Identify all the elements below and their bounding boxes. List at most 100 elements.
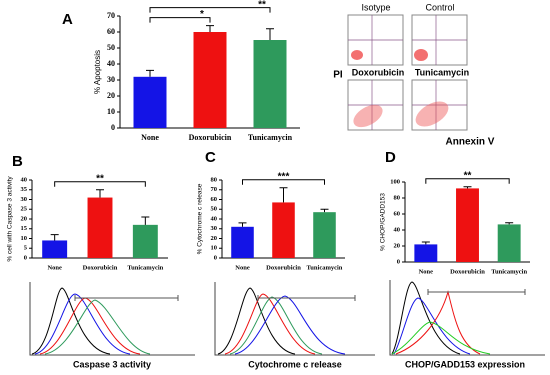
error-bar (146, 69, 154, 77)
x-tick-label: Doxorubicin (266, 264, 301, 271)
y-axis-label: % CHOP/GADD153 (380, 193, 387, 251)
significance-label: *** (278, 171, 290, 182)
bar (253, 40, 287, 128)
histogram-curve (217, 287, 296, 355)
bar (231, 226, 254, 258)
error-bar (279, 187, 288, 203)
y-axis-label: % Apoptosis (93, 50, 102, 94)
histogram-curve (34, 293, 131, 355)
bar (42, 240, 68, 258)
axes (119, 16, 300, 129)
y-tick-label: 0 (24, 254, 27, 261)
significance-bracket (242, 179, 325, 185)
x-tick-label: None (141, 133, 159, 142)
bar (414, 244, 438, 262)
histogram-curve (44, 299, 151, 355)
significance-label: ** (464, 170, 472, 181)
flow-label: Tunicamycin (415, 67, 469, 77)
panel-letter: A (62, 11, 73, 28)
axes (221, 180, 345, 259)
y-axis-label: % cell with Caspase 3 activity (7, 176, 14, 262)
significance-label: * (200, 9, 204, 20)
x-tick-label: None (235, 264, 250, 271)
y-tick-label: 35 (21, 186, 28, 193)
y-tick-label: 20 (211, 235, 218, 242)
histogram-caption: Caspase 3 activity (73, 359, 151, 369)
x-tick-label: Doxorubicin (450, 268, 485, 275)
histogram-curve (229, 296, 323, 355)
histogram-axes (29, 282, 195, 356)
x-tick-label: Tunicamycin (491, 268, 527, 275)
y-tick-label: 5 (24, 245, 28, 252)
y-tick-label: 10 (107, 107, 115, 116)
flow-label: Doxorubicin (352, 67, 405, 77)
panel-letter: B (12, 153, 23, 170)
y-tick-label: 0 (111, 123, 115, 132)
y-tick-label: 50 (107, 43, 115, 52)
histogram-axes (214, 282, 375, 356)
flow-axis-label: Annexin V (446, 137, 495, 148)
histogram (29, 282, 195, 356)
error-bar (206, 25, 214, 32)
gate (257, 295, 356, 301)
y-tick-label: 40 (107, 59, 115, 68)
y-tick-label: 30 (211, 225, 218, 232)
y-tick-label: 0 (214, 254, 217, 261)
bar (133, 76, 167, 128)
histogram-curve (391, 321, 491, 355)
histogram-caption: CHOP/GADD153 expression (405, 359, 525, 369)
y-tick-label: 70 (107, 11, 115, 20)
axes (404, 182, 530, 263)
cell-cloud (415, 101, 449, 127)
y-tick-label: 25 (21, 206, 28, 213)
histogram-caption: Cytochrome c release (248, 359, 342, 369)
y-tick-label: 30 (21, 196, 28, 203)
flow-label: Isotype (361, 2, 390, 12)
y-tick-label: 70 (211, 186, 218, 193)
y-tick-label: 0 (397, 258, 400, 265)
histogram-curve (391, 281, 461, 355)
histogram-curve (395, 290, 481, 355)
bar (313, 212, 336, 258)
significance-bracket (149, 7, 271, 13)
error-bar (463, 186, 472, 189)
histogram-axes (389, 280, 545, 356)
gate (74, 295, 179, 301)
y-tick-label: 10 (211, 245, 218, 252)
y-tick-label: 80 (394, 194, 401, 201)
x-tick-label: Doxorubicin (189, 133, 232, 142)
y-tick-label: 60 (394, 210, 401, 217)
bar (272, 202, 295, 258)
histogram-curve (234, 295, 346, 355)
bar (456, 188, 479, 262)
y-tick-label: 40 (394, 226, 401, 233)
bar (87, 197, 113, 258)
histogram (389, 280, 545, 356)
cell-cloud (414, 49, 428, 61)
error-bar (50, 234, 59, 241)
significance-label: ** (258, 0, 266, 10)
y-tick-label: 60 (107, 27, 115, 36)
histogram (214, 282, 375, 356)
histogram-curve (224, 293, 316, 355)
gate (427, 289, 526, 295)
histogram-curve (31, 287, 111, 355)
x-tick-label: Tunicamycin (127, 264, 163, 271)
y-tick-label: 15 (21, 225, 28, 232)
y-tick-label: 20 (21, 215, 28, 222)
error-bar (266, 28, 274, 40)
y-tick-label: 100 (390, 178, 400, 185)
significance-bracket (149, 17, 211, 23)
panel-letter: C (205, 149, 216, 166)
x-tick-label: Tunicamycin (307, 264, 343, 271)
error-bar (505, 222, 514, 225)
cell-cloud (353, 104, 383, 128)
x-tick-label: Doxorubicin (83, 264, 118, 271)
flow-axis-label: PI (333, 70, 343, 81)
panel-letter: D (385, 149, 396, 166)
error-bar (421, 241, 430, 245)
y-tick-label: 40 (211, 215, 218, 222)
axes (31, 180, 168, 259)
y-tick-label: 10 (21, 235, 28, 242)
